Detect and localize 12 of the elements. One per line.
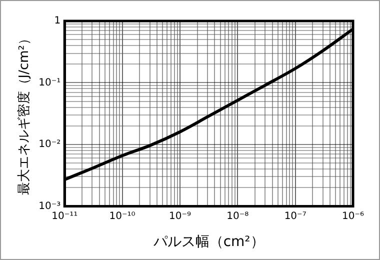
x-tick-label: 10⁻¹⁰ [109,210,136,222]
y-tick-label: 1 [54,16,61,27]
x-tick-label: 10⁻⁹ [168,210,191,222]
x-tick-label: 10⁻¹¹ [52,210,78,222]
x-tick-label: 10⁻⁸ [226,210,249,222]
x-axis-title: パルス幅（cm²） [152,234,264,250]
y-tick-label: 10⁻³ [38,200,61,212]
x-tick-label: 10⁻⁷ [284,210,306,222]
x-tick-label: 10⁻⁶ [342,210,364,222]
y-tick-label: 10⁻² [38,139,61,150]
y-tick-label: 10⁻¹ [38,77,61,88]
y-axis-title: 最大エネルギ密度（J/cm²） [16,32,32,196]
